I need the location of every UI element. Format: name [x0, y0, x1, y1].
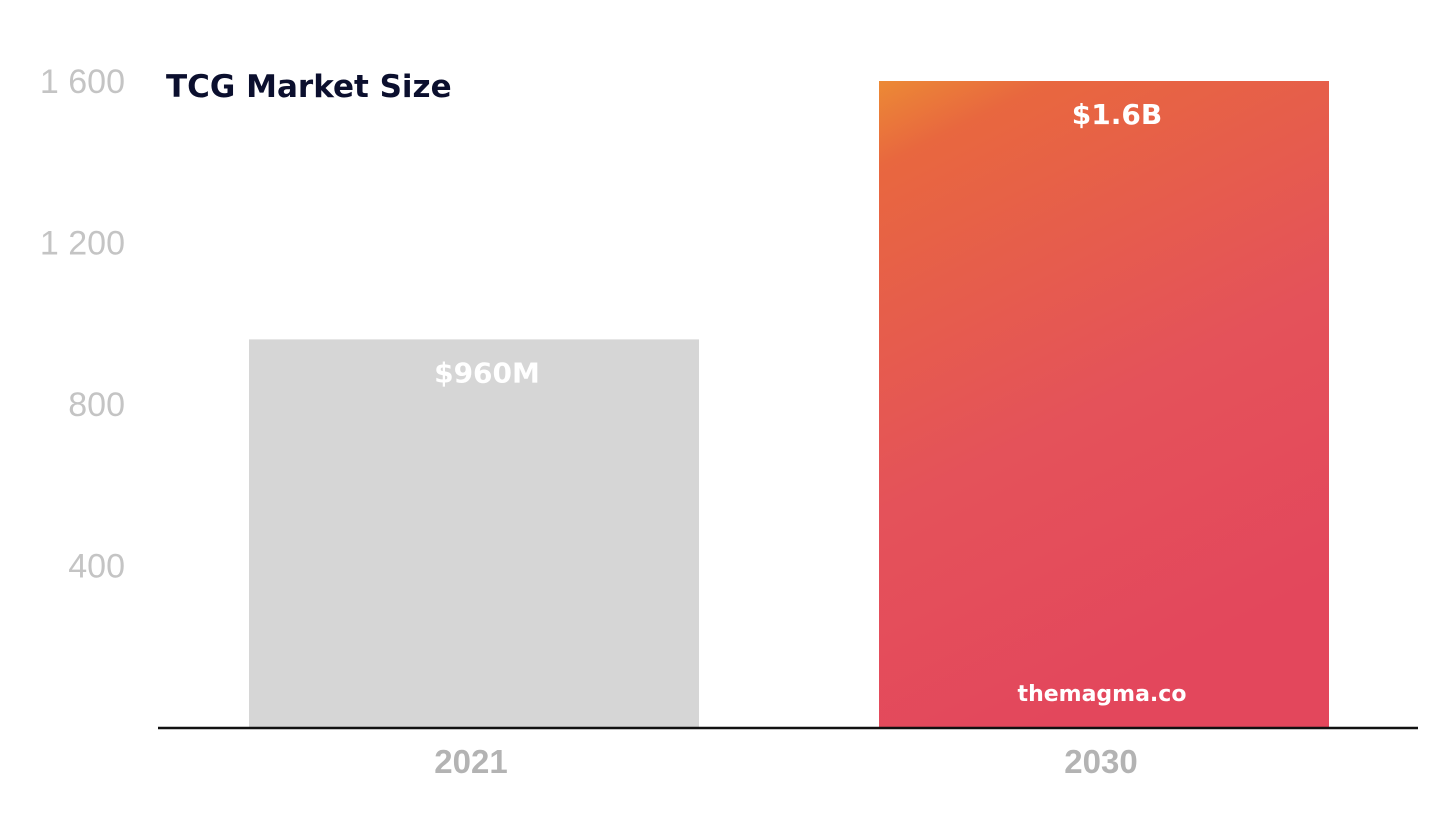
y-tick-label: 1 600	[40, 63, 125, 101]
data-label-2030: $1.6B	[1072, 98, 1162, 131]
data-label-2021: $960M	[434, 356, 540, 389]
x-axis-categories: 2021 2030	[434, 743, 1137, 780]
x-category-label: 2021	[434, 743, 507, 780]
data-labels: $960M $1.6B	[434, 98, 1162, 389]
y-axis-ticks: 400 800 1 200 1 600	[40, 63, 125, 586]
y-tick-label: 800	[68, 386, 125, 424]
bar-2030	[879, 81, 1329, 727]
y-tick-label: 1 200	[40, 225, 125, 263]
bars	[249, 81, 1329, 727]
chart-title: TCG Market Size	[166, 69, 452, 105]
x-category-label: 2030	[1064, 743, 1137, 780]
y-tick-label: 400	[68, 548, 125, 586]
watermark: themagma.co	[1018, 682, 1187, 707]
bar-2021	[249, 339, 699, 727]
